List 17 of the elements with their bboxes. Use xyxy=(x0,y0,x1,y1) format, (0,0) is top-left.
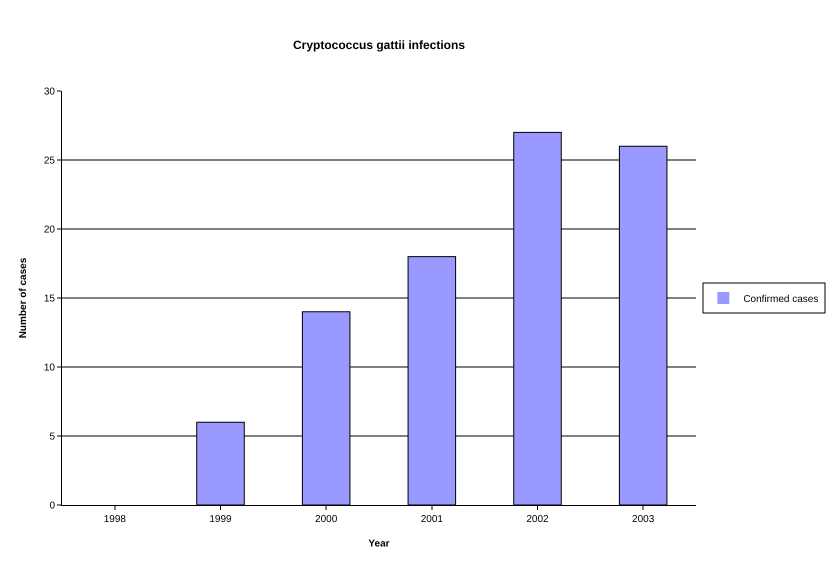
y-tick-label: 10 xyxy=(44,362,56,374)
y-tick-label: 30 xyxy=(44,86,56,98)
x-tick-label: 1998 xyxy=(104,514,126,525)
y-axis-title: Number of cases xyxy=(18,257,29,338)
y-tick-label: 20 xyxy=(44,224,56,236)
x-tick-label: 1999 xyxy=(209,514,232,525)
y-tick-label: 0 xyxy=(49,500,56,512)
x-tick-label: 2002 xyxy=(526,514,550,525)
x-tick-label: 2000 xyxy=(315,514,338,525)
x-tick-label: 2001 xyxy=(420,514,444,525)
y-tick-label: 25 xyxy=(44,156,56,166)
y-tick-label: 15 xyxy=(44,294,56,304)
x-tick-label: 2003 xyxy=(632,514,655,525)
chart-title: Cryptococcus gattii infections xyxy=(292,38,466,52)
x-axis-title: Year xyxy=(368,538,390,550)
y-tick-label: 5 xyxy=(49,432,56,442)
legend-label: Confirmed cases xyxy=(743,294,818,305)
